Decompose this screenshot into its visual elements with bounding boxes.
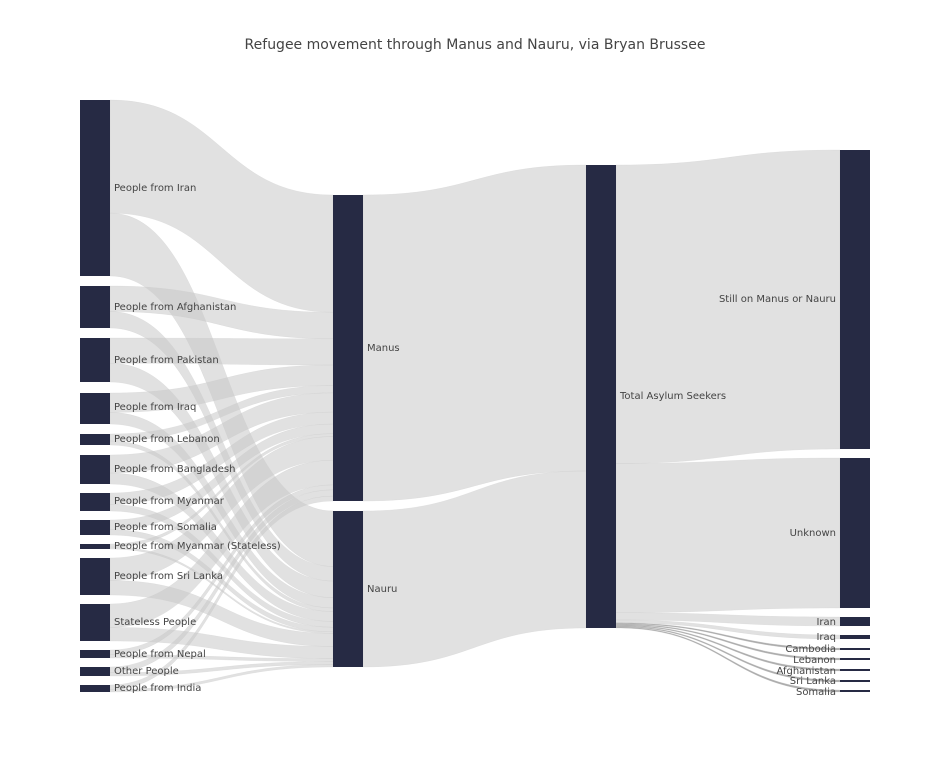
- node-label-d_lebanon: Lebanon: [793, 655, 836, 666]
- node-stateless[interactable]: [80, 604, 110, 641]
- node-nauru[interactable]: [333, 511, 363, 667]
- node-label-lebanon: People from Lebanon: [114, 434, 220, 445]
- node-label-nauru: Nauru: [367, 584, 397, 595]
- sankey-links: [109, 99, 841, 693]
- node-label-manus: Manus: [367, 343, 400, 354]
- node-myanmar[interactable]: [80, 493, 110, 511]
- node-label-india: People from India: [114, 683, 201, 694]
- node-lebanon[interactable]: [80, 434, 110, 445]
- node-label-myanmar_stateless: People from Myanmar (Stateless): [114, 541, 281, 552]
- node-d_somalia[interactable]: [840, 690, 870, 692]
- link-nauru-to-total: [362, 470, 587, 668]
- node-label-somalia: People from Somalia: [114, 522, 217, 533]
- link-manus-to-total: [362, 164, 587, 502]
- node-label-d_somalia: Somalia: [796, 687, 836, 698]
- node-d_iran[interactable]: [840, 617, 870, 626]
- node-label-srilanka: People from Sri Lanka: [114, 571, 223, 582]
- node-iran[interactable]: [80, 100, 110, 276]
- node-label-bangladesh: People from Bangladesh: [114, 464, 235, 475]
- node-label-d_iraq: Iraq: [816, 632, 836, 643]
- node-d_cambodia[interactable]: [840, 648, 870, 650]
- node-label-d_afghanistan: Afghanistan: [776, 666, 836, 677]
- node-label-d_cambodia: Cambodia: [785, 644, 836, 655]
- node-iraq[interactable]: [80, 393, 110, 424]
- node-label-d_srilanka: Sri Lanka: [790, 676, 836, 687]
- node-manus[interactable]: [333, 195, 363, 501]
- node-other[interactable]: [80, 667, 110, 676]
- node-myanmar_stateless[interactable]: [80, 544, 110, 549]
- node-still[interactable]: [840, 150, 870, 449]
- node-india[interactable]: [80, 685, 110, 692]
- node-pakistan[interactable]: [80, 338, 110, 382]
- node-nepal[interactable]: [80, 650, 110, 658]
- sankey-nodes: [80, 100, 870, 692]
- node-somalia[interactable]: [80, 520, 110, 535]
- node-total[interactable]: [586, 165, 616, 628]
- node-label-afghanistan: People from Afghanistan: [114, 302, 236, 313]
- node-afghanistan[interactable]: [80, 286, 110, 328]
- sankey-labels: People from Iran People from Afghanistan P…: [114, 183, 836, 698]
- node-label-myanmar: People from Myanmar: [114, 496, 225, 507]
- node-d_lebanon[interactable]: [840, 658, 870, 660]
- node-label-stateless: Stateless People: [114, 617, 196, 628]
- node-d_srilanka[interactable]: [840, 680, 870, 682]
- node-label-d_iran: Iran: [816, 617, 836, 628]
- node-label-other: Other People: [114, 666, 179, 677]
- node-label-iran: People from Iran: [114, 183, 196, 194]
- node-d_afghanistan[interactable]: [840, 669, 870, 671]
- node-label-unknown: Unknown: [790, 528, 836, 539]
- node-bangladesh[interactable]: [80, 455, 110, 484]
- chart-title: Refugee movement through Manus and Nauru…: [245, 37, 706, 53]
- node-d_iraq[interactable]: [840, 635, 870, 639]
- link-total-to-still: [615, 149, 841, 464]
- node-label-still: Still on Manus or Nauru: [719, 294, 836, 305]
- node-label-pakistan: People from Pakistan: [114, 355, 219, 366]
- node-label-total: Total Asylum Seekers: [619, 391, 726, 402]
- node-unknown[interactable]: [840, 458, 870, 608]
- node-label-nepal: People from Nepal: [114, 649, 206, 660]
- node-label-iraq: People from Iraq: [114, 402, 196, 413]
- node-srilanka[interactable]: [80, 558, 110, 595]
